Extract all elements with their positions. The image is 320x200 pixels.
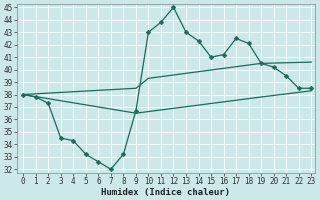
X-axis label: Humidex (Indice chaleur): Humidex (Indice chaleur)	[101, 188, 230, 197]
